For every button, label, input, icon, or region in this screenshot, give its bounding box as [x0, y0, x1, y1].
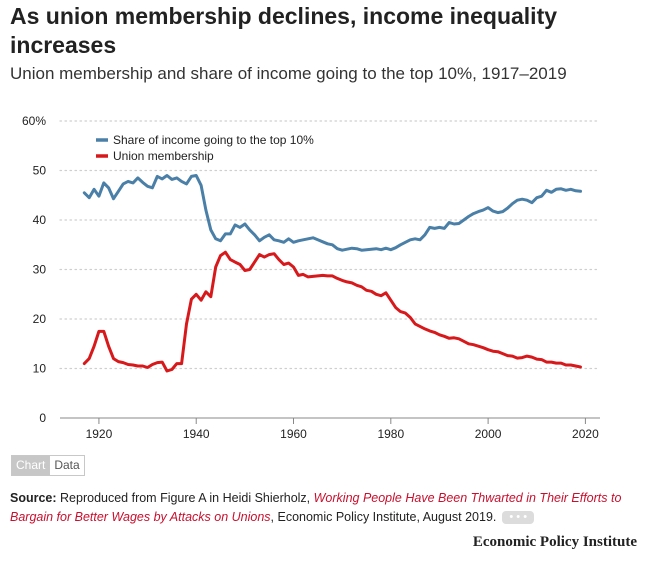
- x-tick-label-1960: 1960: [280, 427, 307, 441]
- y-tick-label-0: 0: [39, 411, 46, 425]
- y-tick-label-30: 30: [33, 263, 47, 277]
- y-tick-label-50: 50: [33, 164, 47, 178]
- x-tick-label-1980: 1980: [377, 427, 404, 441]
- x-tick-label-1940: 1940: [183, 427, 210, 441]
- view-toggle: Chart Data: [11, 455, 85, 476]
- more-options-button[interactable]: • • •: [502, 511, 535, 525]
- chart-subtitle: Union membership and share of income goi…: [10, 64, 567, 83]
- x-tick-label-1920: 1920: [86, 427, 113, 441]
- source-prefix: Reproduced from Figure A in Heidi Shierh…: [56, 491, 314, 505]
- series-line-union-membership: [82, 250, 582, 373]
- source-suffix: , Economic Policy Institute, August 2019…: [270, 510, 497, 524]
- source-note: Source: Reproduced from Figure A in Heid…: [10, 489, 645, 527]
- series-line-top10-share: [82, 174, 582, 252]
- y-tick-label-10: 10: [33, 362, 47, 376]
- source-link[interactable]: Working People Have Been Thwarted in The…: [10, 491, 622, 524]
- y-tick-label-40: 40: [33, 213, 47, 227]
- legend-label-0: Share of income going to the top 10%: [113, 133, 314, 147]
- epi-logo: Economic Policy Institute: [472, 534, 637, 550]
- line-chart: 0 10 20 30 40 50 60% 1920 1940 1960 1980 2000 2020 Sh…: [22, 114, 601, 441]
- chart-tab[interactable]: Chart: [11, 455, 51, 476]
- chart-title: As union membership declines, income ine…: [10, 3, 558, 58]
- legend-label-1: Union membership: [113, 149, 214, 163]
- data-tab[interactable]: Data: [50, 455, 85, 476]
- source-label: Source:: [10, 491, 57, 505]
- x-tick-label-2000: 2000: [475, 427, 502, 441]
- x-tick-label-2020: 2020: [572, 427, 599, 441]
- y-tick-label-20: 20: [33, 312, 47, 326]
- y-tick-label-60: 60%: [22, 114, 46, 128]
